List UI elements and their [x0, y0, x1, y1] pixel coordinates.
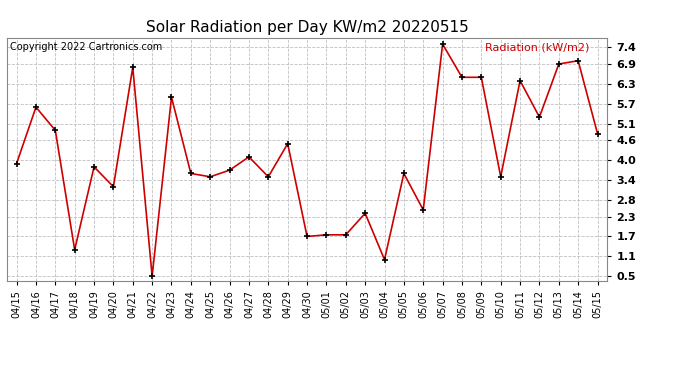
- Title: Solar Radiation per Day KW/m2 20220515: Solar Radiation per Day KW/m2 20220515: [146, 20, 469, 35]
- Text: Copyright 2022 Cartronics.com: Copyright 2022 Cartronics.com: [10, 42, 162, 52]
- Text: Radiation (kW/m2): Radiation (kW/m2): [485, 42, 589, 52]
